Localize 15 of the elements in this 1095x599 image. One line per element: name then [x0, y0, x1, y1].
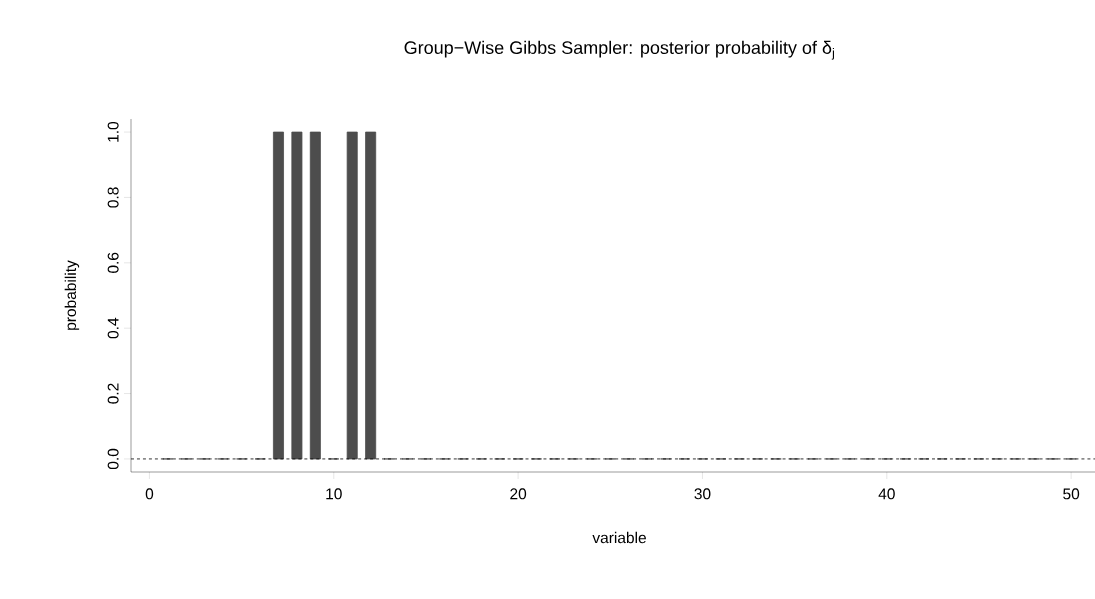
y-tick-label: 0.8	[107, 187, 119, 208]
x-tick-label: 0	[145, 488, 154, 500]
x-tick-label: 10	[326, 488, 342, 500]
y-tick-label: 0.0	[107, 448, 119, 470]
x-tick-label: 20	[510, 488, 527, 500]
y-tick-label: 1.0	[107, 121, 119, 142]
y-tick-label: 0.4	[107, 317, 119, 339]
x-tick-label: 40	[878, 488, 895, 500]
x-axis-title: variable	[592, 531, 646, 544]
x-tick-label: 30	[694, 488, 711, 500]
y-tick-label: 0.6	[107, 252, 119, 273]
x-tick-label: 50	[1063, 488, 1080, 500]
y-tick-label: 0.2	[107, 383, 119, 404]
y-axis-title: probability	[64, 260, 80, 330]
chart-title: Group−Wise Gibbs Sampler: posterior probability of δ$_{j}$	[404, 40, 834, 60]
